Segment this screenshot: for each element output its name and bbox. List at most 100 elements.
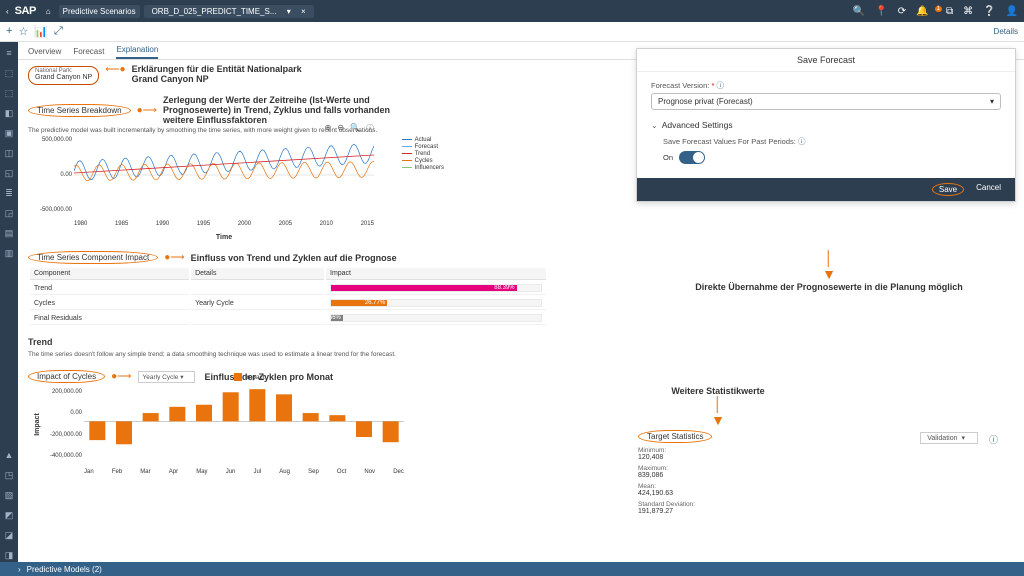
- bell-icon[interactable]: 🔔1: [916, 6, 936, 17]
- nav-icon[interactable]: ⬚: [3, 68, 15, 80]
- version-select[interactable]: Prognose privat (Forecast) ▾: [651, 93, 1001, 110]
- tab-explanation[interactable]: Explanation: [116, 45, 158, 59]
- zoom-in-icon[interactable]: ⊕: [325, 123, 332, 134]
- stat-item: Minimum:120,408: [638, 447, 938, 461]
- details-link[interactable]: Details: [994, 27, 1018, 36]
- xtick: Oct: [337, 469, 346, 475]
- arrow-icon: ●⟶: [137, 105, 157, 116]
- footer-label: Predictive Models (2): [27, 565, 102, 574]
- impact-table: Component Details Impact Trend 88.39%Cyc…: [28, 266, 548, 327]
- nav-icon[interactable]: ▥: [3, 248, 15, 260]
- nav-icon[interactable]: ▧: [3, 490, 15, 502]
- nav-icon[interactable]: ◱: [3, 168, 15, 180]
- table-row: CyclesYearly Cycle 26.77%: [30, 297, 546, 310]
- help-icon[interactable]: ❔: [983, 6, 995, 17]
- breadcrumb-module[interactable]: Predictive Scenarios: [59, 5, 140, 18]
- toggle-state: On: [663, 153, 673, 162]
- save-annotation: │▼ Direkte Übernahme der Prognosewerte i…: [654, 250, 1004, 292]
- xtick: 2005: [279, 221, 292, 227]
- ytick: -400,000.00: [38, 453, 82, 459]
- save-button[interactable]: Save: [932, 183, 964, 196]
- tab-forecast[interactable]: Forecast: [73, 47, 104, 59]
- expand-icon[interactable]: ⤢: [54, 25, 63, 38]
- nav-icon[interactable]: ⬚: [3, 88, 15, 100]
- ytick: 200,000.00: [38, 389, 82, 395]
- nav-icon[interactable]: ◲: [3, 208, 15, 220]
- xtick: 2010: [320, 221, 333, 227]
- nav-icon[interactable]: ▣: [3, 128, 15, 140]
- xtick: Sep: [308, 469, 319, 475]
- chevron-down-icon[interactable]: ▾: [283, 5, 297, 18]
- nav-icon[interactable]: ◫: [3, 148, 15, 160]
- cycles-bar-chart: Impact Impact 200,000.00 0.00 -200,000.0…: [84, 385, 404, 475]
- arrow-down-icon: │▼: [608, 396, 828, 428]
- close-icon[interactable]: ×: [297, 5, 310, 18]
- nav-menu-icon[interactable]: ≡: [3, 48, 15, 60]
- xtick: Jun: [226, 469, 236, 475]
- impact-heading: Time Series Component Impact: [28, 251, 158, 264]
- stats-annotation: Weitere Statistikwerte │▼: [608, 386, 828, 428]
- th-details: Details: [191, 268, 324, 280]
- zoom-out-icon[interactable]: ⊖: [337, 123, 344, 134]
- pin-icon[interactable]: 📍: [875, 6, 887, 17]
- entity-filter[interactable]: National Park: Grand Canyon NP: [28, 66, 99, 85]
- breadcrumb-file[interactable]: ORB_D_025_PREDICT_TIME_S... ▾ ×: [144, 5, 314, 18]
- nav-icon[interactable]: ◨: [3, 550, 15, 562]
- cycles-callout: Einfluss der Zyklen pro Monat: [205, 372, 334, 382]
- target-stats-heading: Target Statistics: [638, 430, 712, 443]
- breakdown-heading: Time Series Breakdown: [28, 104, 131, 117]
- tab-overview[interactable]: Overview: [28, 47, 61, 59]
- nav-icon[interactable]: ▤: [3, 228, 15, 240]
- table-row: Trend 88.39%: [30, 282, 546, 295]
- advanced-settings-toggle[interactable]: ⌄ Advanced Settings: [651, 120, 1001, 130]
- validation-select[interactable]: Validation ▾: [920, 432, 978, 444]
- add-icon[interactable]: +: [6, 25, 12, 38]
- chart-legend: ActualForecastTrendCyclesInfluencers: [402, 137, 444, 172]
- save-forecast-dialog: Save Forecast Forecast Version: * ⓘ Prog…: [636, 48, 1016, 202]
- stats-callout: Weitere Statistikwerte: [608, 386, 828, 396]
- xaxis-label: Time: [216, 234, 232, 241]
- xtick: Mar: [140, 469, 150, 475]
- footer-bar[interactable]: › Predictive Models (2): [0, 562, 1024, 576]
- refresh-icon[interactable]: ⟳: [898, 6, 906, 17]
- th-component: Component: [30, 268, 189, 280]
- dialog-title: Save Forecast: [637, 49, 1015, 72]
- star-icon[interactable]: ☆: [18, 25, 28, 38]
- nav-icon[interactable]: ◩: [3, 510, 15, 522]
- tool-row: + ☆ 📊 ⤢ Details: [0, 22, 1024, 42]
- cycle-dropdown[interactable]: Yearly Cycle ▾: [138, 371, 195, 383]
- breadcrumb: ⌂ Predictive Scenarios ORB_D_025_PREDICT…: [42, 5, 314, 18]
- top-right-icons: 🔍 📍 ⟳ 🔔1 ⧉ ⌘ ❔ 👤: [853, 6, 1018, 17]
- nav-icon[interactable]: ◳: [3, 470, 15, 482]
- chart-search-icon[interactable]: 🔍: [350, 123, 360, 134]
- window-icon[interactable]: ⧉: [946, 6, 953, 17]
- xtick: 1995: [197, 221, 210, 227]
- arrow-down-icon: │▼: [654, 250, 1004, 282]
- chart-info-icon[interactable]: ⓘ: [366, 123, 374, 134]
- user-icon[interactable]: 👤: [1006, 6, 1018, 17]
- advanced-label: Advanced Settings: [662, 120, 733, 130]
- nav-icon[interactable]: ≣: [3, 188, 15, 200]
- save-callout: Direkte Übernahme der Prognosewerte in d…: [654, 282, 1004, 292]
- version-label: Forecast Version: * ⓘ: [651, 81, 724, 90]
- nav-icon[interactable]: ◧: [3, 108, 15, 120]
- past-periods-label: Save Forecast Values For Past Periods: ⓘ: [663, 136, 1001, 147]
- xtick: 2015: [361, 221, 374, 227]
- xtick: Aug: [279, 469, 290, 475]
- search-icon[interactable]: 🔍: [853, 6, 865, 17]
- chart-icon[interactable]: 📊: [34, 25, 48, 38]
- home-icon[interactable]: ⌂: [42, 5, 55, 18]
- cancel-button[interactable]: Cancel: [976, 183, 1001, 196]
- info-icon[interactable]: ⓘ: [989, 433, 998, 446]
- cmd-icon[interactable]: ⌘: [963, 6, 973, 17]
- stat-item: Maximum:839,086: [638, 465, 938, 479]
- breadcrumb-file-label: ORB_D_025_PREDICT_TIME_S...: [148, 5, 281, 18]
- ytick: 0.00: [28, 172, 72, 178]
- top-bar: ‹ SAP ⌂ Predictive Scenarios ORB_D_025_P…: [0, 0, 1024, 22]
- back-icon[interactable]: ‹: [6, 7, 9, 16]
- cycles-heading: Impact of Cycles: [28, 370, 105, 383]
- version-value: Prognose privat (Forecast): [658, 97, 753, 106]
- toggle-switch[interactable]: [679, 151, 705, 164]
- nav-icon[interactable]: ◪: [3, 530, 15, 542]
- nav-icon[interactable]: ▲: [3, 450, 15, 462]
